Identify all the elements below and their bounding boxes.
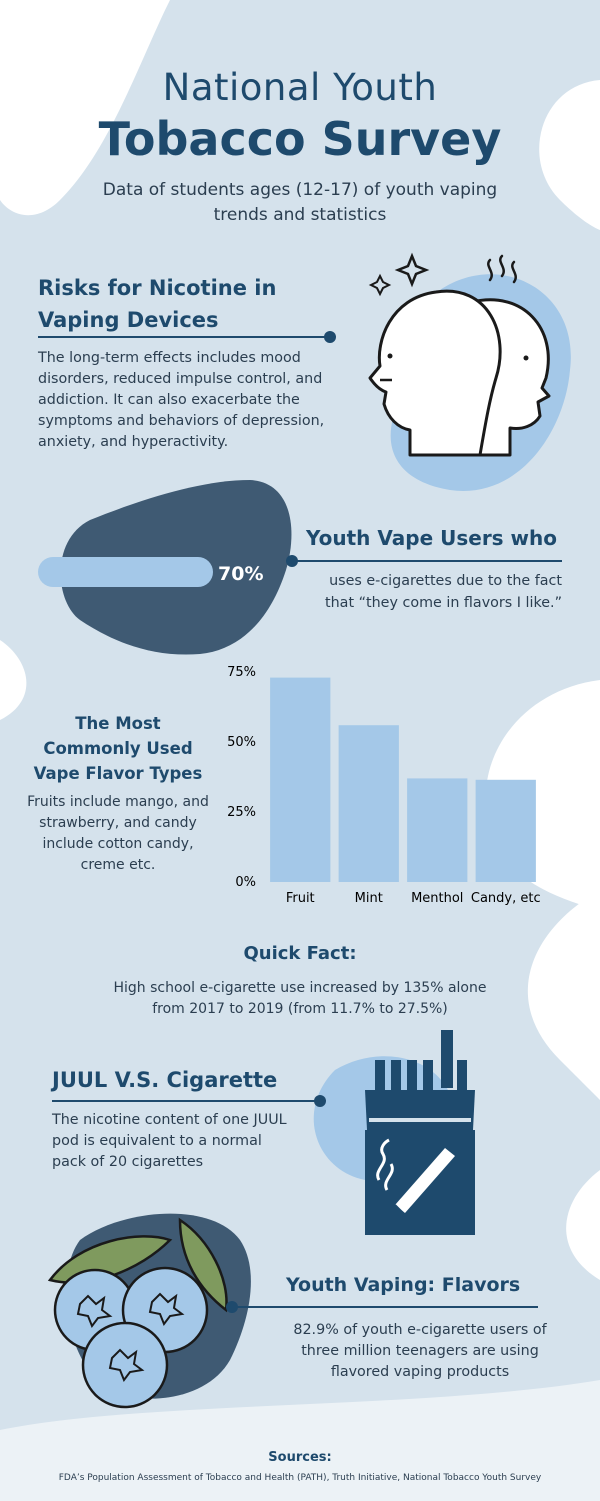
flavors-heading: The Most Commonly Used Vape Flavor Types	[33, 714, 203, 783]
sources-body: FDA’s Population Assessment of Tobacco a…	[58, 1473, 542, 1483]
y-tick-label: 50%	[227, 735, 256, 750]
y-tick-label: 25%	[227, 805, 256, 820]
y-tick-label: 0%	[235, 875, 256, 890]
cigarette-pack-illustration-icon	[313, 1030, 475, 1235]
page-title-line1: National Youth	[162, 66, 438, 109]
quick-fact-heading: Quick Fact:	[243, 943, 357, 964]
page-title-line2: Tobacco Survey	[98, 112, 502, 166]
x-tick-label: Menthol	[411, 891, 463, 906]
juul-divider	[52, 1100, 318, 1102]
flavors-body: Fruits include mango, and strawberry, an…	[27, 794, 209, 873]
y-tick-label: 75%	[227, 665, 256, 680]
juul-heading: JUUL V.S. Cigarette	[52, 1068, 278, 1092]
risks-heading: Risks for Nicotine in Vaping Devices	[38, 276, 277, 332]
page-subtitle: Data of students ages (12-17) of youth v…	[102, 180, 498, 225]
youth-flavors-heading: Youth Vaping: Flavors	[286, 1274, 521, 1296]
juul-divider-dot	[314, 1095, 326, 1107]
youth-flavors-divider-dot	[226, 1301, 238, 1313]
sources-heading: Sources:	[268, 1450, 332, 1465]
juul-body: The nicotine content of one JUUL pod is …	[52, 1112, 287, 1170]
vape-users-divider	[290, 560, 562, 562]
risks-divider-dot	[324, 331, 336, 343]
x-tick-label: Fruit	[286, 891, 315, 906]
quick-fact-body: High school e-cigarette use increased by…	[113, 980, 487, 1017]
blueberries-illustration-icon	[47, 1213, 251, 1409]
x-tick-label: Mint	[355, 891, 383, 906]
bar-mint	[338, 725, 399, 882]
youth-flavors-body: 82.9% of youth e-cigarette users of thre…	[293, 1322, 547, 1380]
vape-users-body: uses e-cigarettes due to the fact that “…	[325, 573, 562, 611]
risks-divider	[38, 336, 328, 338]
risks-body: The long-term effects includes mood diso…	[38, 350, 325, 450]
bar-fruit	[270, 677, 331, 882]
heads-illustration-icon	[368, 252, 571, 491]
flavor-bar-chart: 0% 25% 50% 75% Fruit Mint Menthol Candy, etc	[227, 665, 541, 906]
bar-menthol	[407, 778, 468, 882]
vape-users-percent: 70%	[218, 563, 264, 585]
vape-users-progress-bar	[38, 557, 213, 587]
youth-flavors-divider	[232, 1306, 538, 1308]
vape-users-divider-dot	[286, 555, 298, 567]
vape-users-heading: Youth Vape Users who	[306, 526, 558, 550]
x-tick-label: Candy, etc	[471, 891, 541, 906]
bar-candy-etc	[475, 779, 536, 882]
